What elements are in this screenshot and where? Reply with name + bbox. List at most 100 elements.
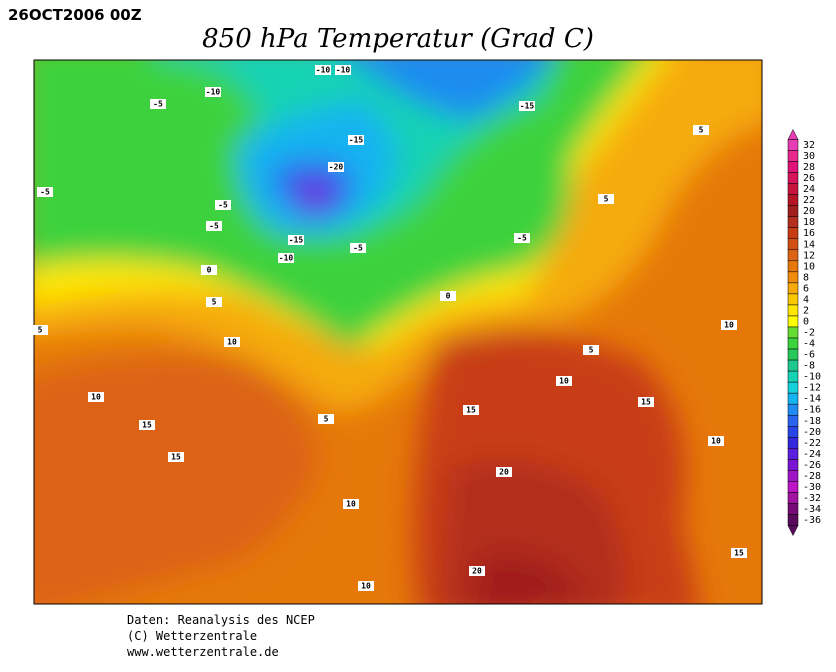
contour-label: -15	[520, 102, 535, 111]
contour-label: 20	[472, 567, 482, 576]
colorbar-label: -2	[803, 328, 815, 339]
colorbar-arrow-bottom	[787, 525, 799, 537]
colorbar-label: 26	[803, 173, 815, 184]
colorbar-label: -12	[803, 383, 821, 394]
colorbar-swatch	[787, 194, 799, 206]
contour-label: 10	[361, 582, 371, 591]
colorbar-swatch	[787, 459, 799, 471]
contour-label: -5	[353, 244, 363, 253]
colorbar-label: 2	[803, 305, 809, 316]
contour-label: 15	[171, 453, 181, 462]
contour-label: 10	[724, 321, 734, 330]
colorbar-swatch	[787, 293, 799, 306]
colorbar-label: -10	[803, 372, 821, 383]
footer-line: Daten: Reanalysis des NCEP	[127, 613, 315, 627]
colorbar-swatch	[787, 227, 799, 240]
colorbar-label: -36	[803, 515, 821, 526]
contour-label-bg	[496, 467, 512, 477]
colorbar-label: 16	[803, 228, 815, 239]
colorbar-swatch	[787, 503, 799, 515]
colorbar-swatch	[787, 161, 799, 173]
colorbar-swatch	[787, 381, 799, 394]
contour-label: 10	[346, 500, 356, 509]
contour-label-bg	[514, 233, 530, 243]
colorbar-swatch	[787, 470, 799, 482]
contour-label-bg	[463, 405, 479, 415]
date-label: 26OCT2006 00Z	[8, 6, 142, 24]
contour-label-bg	[350, 243, 366, 253]
contour-label: 5	[324, 415, 329, 424]
contour-label: -15	[349, 136, 364, 145]
contour-label-bg	[598, 194, 614, 204]
contour-label: -5	[153, 100, 163, 109]
contour-label: -10	[316, 66, 331, 75]
colorbar-swatch	[787, 249, 799, 262]
colorbar-swatch	[787, 426, 799, 438]
contour-label-bg	[358, 581, 374, 591]
footer-line: (C) Wetterzentrale	[127, 629, 257, 643]
contour-label-bg	[731, 548, 747, 558]
colorbar-label: -22	[803, 438, 821, 449]
colorbar-swatch	[787, 392, 799, 405]
contour-label: 5	[699, 126, 704, 135]
contour-label: 15	[142, 421, 152, 430]
colorbar-label: 18	[803, 217, 815, 228]
contour-label-bg	[708, 436, 724, 446]
contour-label-bg	[583, 345, 599, 355]
colorbar-label: -24	[803, 449, 821, 460]
colorbar-label: 0	[803, 316, 809, 327]
colorbar-swatch	[787, 514, 799, 526]
contour-labels: -10 -10 -10 -5 -15 -15 -20 -5 -5 -15 -10 -5 -5 5 5 -5 0 0…	[32, 65, 747, 591]
contour-label: 15	[641, 398, 651, 407]
colorbar-label: 20	[803, 206, 815, 217]
contour-label: -10	[206, 88, 221, 97]
colorbar-label: 8	[803, 272, 809, 283]
colorbar-swatch	[787, 271, 799, 284]
colorbar-swatch	[787, 304, 799, 317]
colorbar-swatch	[787, 216, 799, 228]
contour-label: 0	[446, 292, 451, 301]
contour-label-bg	[556, 376, 572, 386]
contour-label-bg	[32, 325, 48, 335]
contour-label: 5	[38, 326, 43, 335]
contour-label-bg	[206, 297, 222, 307]
contour-label-bg	[440, 291, 456, 301]
colorbar-label: 22	[803, 195, 815, 206]
colorbar-swatch	[787, 172, 799, 184]
colorbar-swatch	[787, 481, 799, 493]
contour-label-bg	[693, 125, 709, 135]
contour-label-bg	[721, 320, 737, 330]
contour-label: -15	[289, 236, 304, 245]
contour-label-bg	[168, 452, 184, 462]
colorbar-swatch	[787, 260, 799, 273]
contour-label-bg	[638, 397, 654, 407]
contour-label: 15	[734, 549, 744, 558]
contour-label: 0	[207, 266, 212, 275]
contour-label: 10	[711, 437, 721, 446]
contour-label-bg	[150, 99, 166, 109]
colorbar-swatch	[787, 403, 799, 416]
map-area	[34, 60, 762, 604]
contour-label-bg	[206, 221, 222, 231]
contour-label: 5	[589, 346, 594, 355]
contour-label: -10	[336, 66, 351, 75]
colorbar-label: -34	[803, 504, 821, 515]
colorbar-label: -8	[803, 361, 815, 372]
colorbar-label: -16	[803, 405, 821, 416]
contour-label: 10	[227, 338, 237, 347]
contour-label-bg	[315, 65, 331, 75]
colorbar-label: 14	[803, 239, 815, 250]
colorbar-swatch	[787, 282, 799, 295]
colorbar-swatch	[787, 238, 799, 251]
colorbar-swatch	[787, 359, 799, 372]
colorbar-label: -32	[803, 493, 821, 504]
colorbar-label: -18	[803, 416, 821, 427]
colorbar-label: -6	[803, 350, 815, 361]
colorbar-label: 12	[803, 250, 815, 261]
colorbar-label: 24	[803, 184, 815, 195]
colorbar-arrow-top	[787, 128, 799, 140]
colorbar-label: 28	[803, 162, 815, 173]
contour-label-bg	[37, 187, 53, 197]
colorbar-swatch	[787, 150, 799, 162]
contour-label-bg	[335, 65, 351, 75]
